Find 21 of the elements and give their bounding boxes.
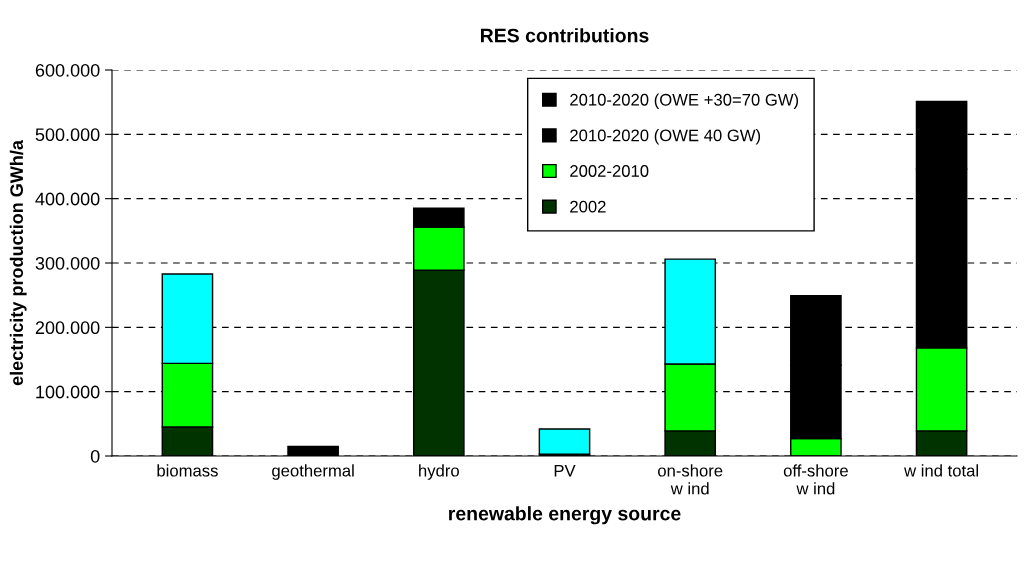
- legend-label: 2010-2020 (OWE 40 GW): [570, 129, 761, 145]
- y-tick-label: 100.000: [36, 385, 100, 399]
- x-tick-label: w ind total: [904, 464, 978, 477]
- legend-label: 2010-2020 (OWE +30=70 GW): [570, 93, 799, 109]
- y-tick-label: 0: [90, 449, 100, 463]
- y-tick-label: 500.000: [35, 128, 100, 142]
- x-tick-label: off-shore w ind: [783, 464, 848, 495]
- y-tick-label: 400.000: [35, 192, 100, 206]
- x-tick-label: PV: [554, 464, 576, 477]
- y-tick-label: 200.000: [35, 321, 100, 335]
- y-tick-label: 300.000: [35, 256, 100, 270]
- y-axis-title: electricity production GWh/a: [9, 139, 27, 386]
- legend-label: 2002-2010: [570, 165, 649, 177]
- x-tick-label: hydro: [419, 464, 459, 480]
- legend-label: 2002: [570, 200, 606, 213]
- x-tick-label: on-shore w ind: [658, 464, 723, 495]
- x-tick-label: biomass: [157, 464, 218, 477]
- x-tick-label: geothermal: [272, 464, 354, 480]
- y-tick-label: 600.000: [35, 63, 100, 77]
- x-axis-title: renewable energy source: [449, 506, 681, 525]
- chart-title: RES contributions: [481, 28, 649, 43]
